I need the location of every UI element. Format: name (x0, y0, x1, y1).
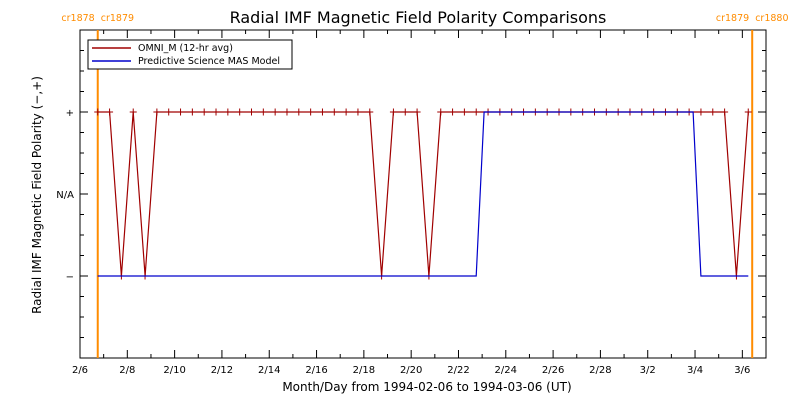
chart-title: Radial IMF Magnetic Field Polarity Compa… (230, 8, 607, 27)
legend-box (87, 39, 293, 70)
x-tick-label: 2/28 (589, 365, 611, 376)
y-tick-label: N/A (56, 190, 74, 201)
data-point-marker (106, 108, 114, 116)
data-point-marker (188, 108, 196, 116)
y-axis-label: Radial IMF Magnetic Field Polarity (−,+) (30, 76, 44, 314)
data-point-marker (354, 108, 362, 116)
data-point-marker (449, 108, 457, 116)
data-point-marker (94, 108, 102, 116)
y-tick-label: − (66, 272, 74, 283)
series-line-0 (97, 111, 749, 277)
data-point-marker (460, 108, 468, 116)
y-tick-label: + (66, 108, 74, 119)
data-point-marker (472, 108, 480, 116)
data-point-marker (401, 108, 409, 116)
x-tick-label: 2/16 (305, 365, 327, 376)
data-point-marker (271, 108, 279, 116)
x-tick-label: 2/18 (353, 365, 375, 376)
data-point-marker (721, 108, 729, 116)
x-tick-label: 2/26 (542, 365, 564, 376)
data-point-marker (318, 108, 326, 116)
x-tick-label: 3/6 (734, 365, 750, 376)
legend-label-omni: OMNI_M (12-hr avg) (138, 43, 233, 54)
data-point-marker (295, 108, 303, 116)
plot-area: 2/6 2/8 2/10 2/12 2/14 2/16 2/18 2/20 2/22 2/24 2/… (56, 13, 788, 376)
x-tick-label: 2/10 (163, 365, 185, 376)
x-tick-label: 2/24 (495, 365, 517, 376)
x-tick-label: 2/22 (447, 365, 469, 376)
carrington-label-right: cr1880 (755, 13, 788, 24)
legend-label-mas: Predictive Science MAS Model (138, 56, 280, 67)
data-point-marker (224, 108, 232, 116)
data-point-marker (437, 108, 445, 116)
data-point-marker (413, 108, 421, 116)
data-point-marker (236, 108, 244, 116)
carrington-label-left: cr1878 (61, 13, 94, 24)
x-tick-label: 3/2 (640, 365, 656, 376)
x-tick-label: 2/12 (211, 365, 233, 376)
series-line-1 (97, 111, 749, 277)
x-tick-label: 2/20 (400, 365, 422, 376)
x-tick-label: 2/14 (258, 365, 280, 376)
data-point-marker (129, 108, 137, 116)
data-point-marker (330, 108, 338, 116)
data-point-marker (307, 108, 315, 116)
data-point-marker (200, 108, 208, 116)
data-point-marker (212, 108, 220, 116)
x-axis-label: Month/Day from 1994-02-06 to 1994-03-06 … (282, 380, 571, 394)
data-point-marker (177, 108, 185, 116)
data-point-marker (744, 108, 752, 116)
data-point-marker (283, 108, 291, 116)
x-tick-label: 3/4 (687, 365, 703, 376)
data-point-marker (248, 108, 255, 116)
data-point-marker (709, 108, 717, 116)
data-point-marker (153, 108, 161, 116)
x-tick-label: 2/8 (119, 365, 135, 376)
data-point-marker (366, 108, 374, 116)
data-point-marker (697, 108, 705, 116)
legend: OMNI_M (12-hr avg) Predictive Science MA… (87, 39, 293, 70)
carrington-label-right: cr1879 (101, 13, 134, 24)
data-point-marker (165, 108, 173, 116)
data-point-marker (342, 108, 350, 116)
data-point-marker (259, 108, 267, 116)
x-tick-label: 2/6 (72, 365, 88, 376)
carrington-label-left: cr1879 (716, 13, 749, 24)
data-point-marker (389, 108, 397, 116)
